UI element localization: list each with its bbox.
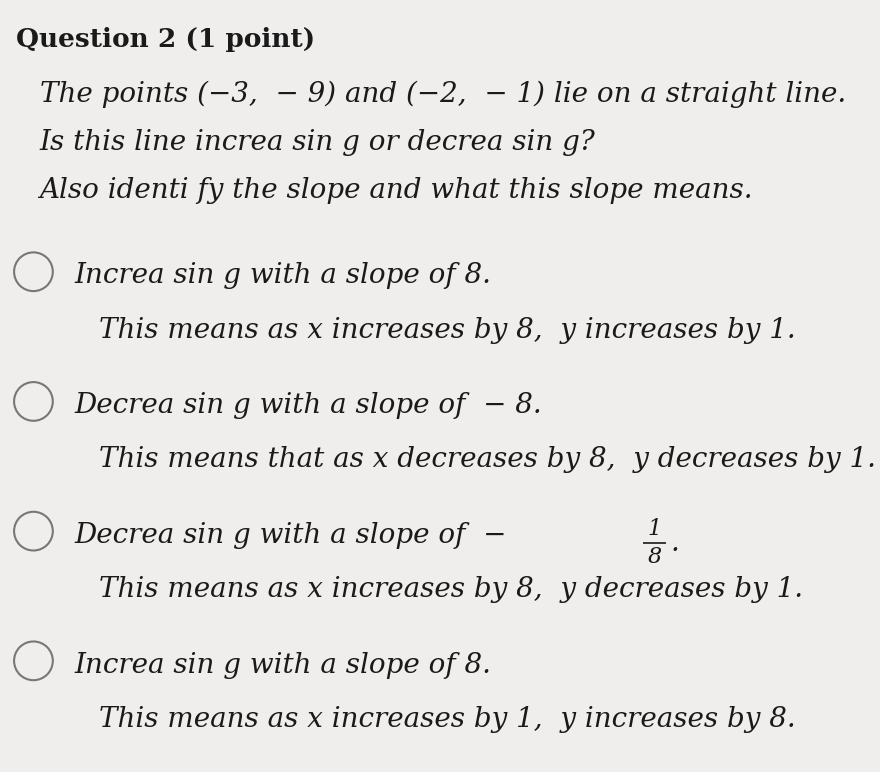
Text: Increa sin g with a slope of 8.: Increa sin g with a slope of 8.	[75, 652, 492, 679]
Text: This means as x increases by 8,  y decreases by 1.: This means as x increases by 8, y decrea…	[99, 576, 803, 603]
Text: The points (−3,  − 9) and (−2,  − 1) lie on a straight line.: The points (−3, − 9) and (−2, − 1) lie o…	[40, 81, 846, 108]
Text: Question 2 (1 point): Question 2 (1 point)	[16, 27, 315, 52]
Text: Is this line increa sin g or decrea sin g?: Is this line increa sin g or decrea sin …	[40, 129, 596, 156]
Text: Also identi fy the slope and what this slope means.: Also identi fy the slope and what this s…	[40, 177, 753, 204]
Text: 1: 1	[648, 518, 662, 540]
Text: This means that as x decreases by 8,  y decreases by 1.: This means that as x decreases by 8, y d…	[99, 446, 876, 473]
Text: Increa sin g with a slope of 8.: Increa sin g with a slope of 8.	[75, 262, 492, 290]
Text: .: .	[671, 530, 679, 557]
Text: Decrea sin g with a slope of  −: Decrea sin g with a slope of −	[75, 522, 516, 549]
Text: This means as x increases by 8,  y increases by 1.: This means as x increases by 8, y increa…	[99, 317, 796, 344]
Text: 8: 8	[648, 546, 662, 567]
Text: This means as x increases by 1,  y increases by 8.: This means as x increases by 1, y increa…	[99, 706, 796, 733]
Text: Decrea sin g with a slope of  − 8.: Decrea sin g with a slope of − 8.	[75, 392, 543, 419]
